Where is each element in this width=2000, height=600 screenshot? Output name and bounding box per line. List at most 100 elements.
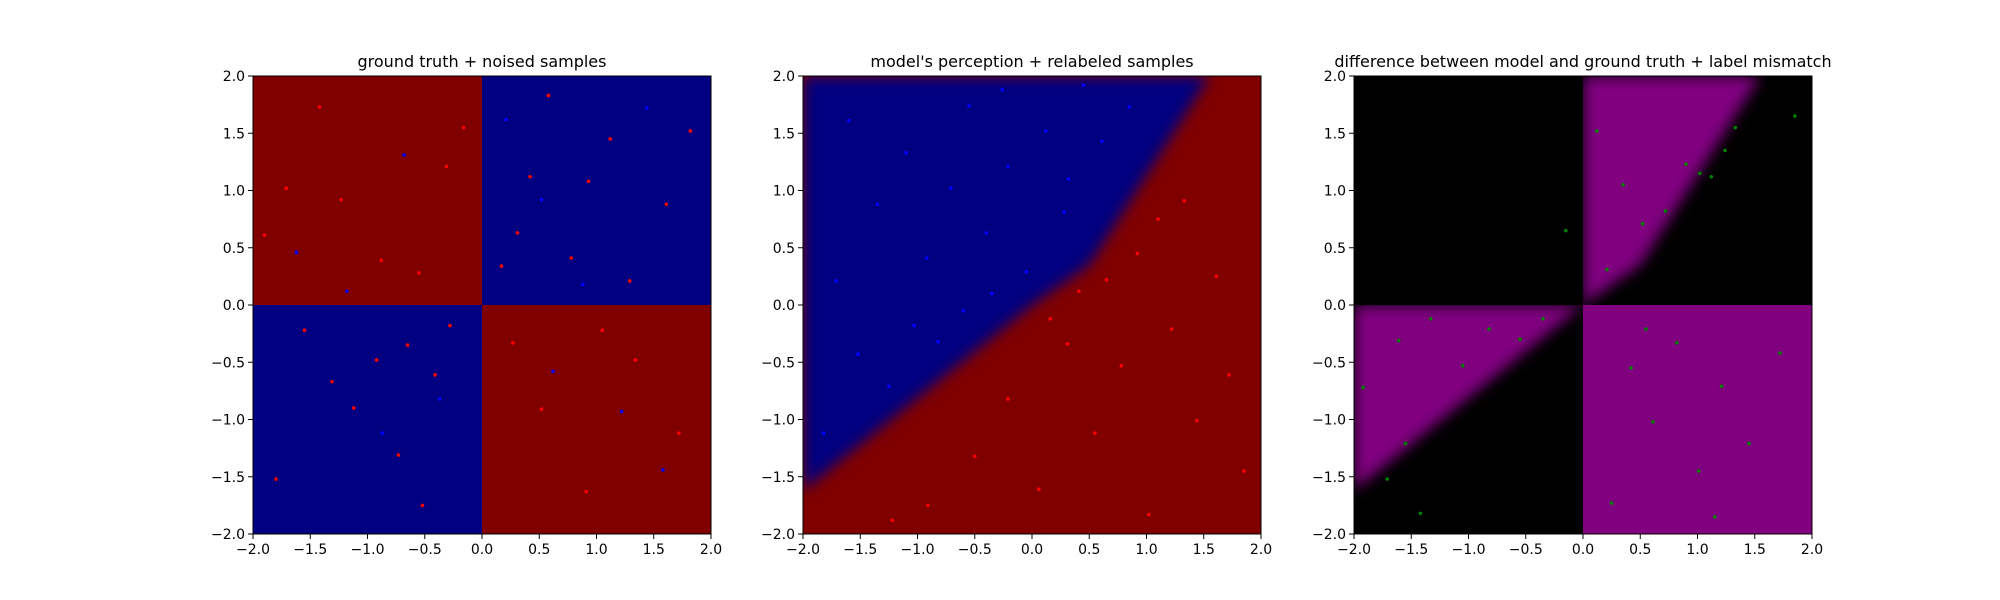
data-point [856, 352, 860, 357]
data-point [1719, 384, 1724, 389]
data-point [688, 129, 693, 133]
data-point [1077, 289, 1081, 294]
y-tick-label: 1.5 [1324, 126, 1346, 142]
data-point [645, 106, 649, 110]
data-point [402, 153, 406, 157]
data-point [539, 197, 544, 202]
subplot-1-title: ground truth + noised samples [358, 52, 607, 71]
x-tick-label: −1.0 [901, 542, 935, 558]
region-model-positive [803, 76, 1210, 491]
subplot-3-title: difference between model and ground trut… [1334, 52, 1831, 71]
data-point [1541, 316, 1545, 321]
x-tick-label: 1.0 [1686, 542, 1708, 558]
data-point [374, 358, 379, 362]
y-tick-label: 0.0 [1324, 298, 1346, 314]
data-point [461, 125, 466, 130]
data-point [551, 369, 555, 374]
data-point [1403, 441, 1408, 446]
x-tick-label: −0.5 [1509, 542, 1543, 558]
x-tick-label: 0.5 [528, 542, 550, 558]
data-point [984, 231, 988, 235]
data-point [677, 431, 681, 436]
data-point [569, 256, 574, 260]
data-point [1651, 419, 1655, 424]
y-tick-label: −1.5 [1312, 470, 1346, 486]
data-point [904, 150, 908, 155]
data-point [330, 379, 334, 384]
subplot-1-plot-area [253, 76, 711, 534]
x-tick-label: −2.0 [236, 542, 270, 558]
data-point [1100, 139, 1104, 144]
data-point [1104, 278, 1109, 282]
data-point [834, 279, 839, 283]
data-point [1195, 418, 1199, 423]
data-point [444, 164, 449, 169]
subplot-2-y-axis: −2.0 −1.5 −1.0 −0.5 0.0 0.5 1.0 1.5 2.0 [761, 69, 803, 543]
subplot-3-y-axis: −2.0 −1.5 −1.0 −0.5 0.0 0.5 1.0 1.5 2.0 [1312, 69, 1354, 543]
y-tick-label: −0.5 [761, 355, 795, 371]
y-tick-label: −2.0 [211, 527, 245, 543]
x-tick-label: −0.5 [958, 542, 992, 558]
data-point [1747, 441, 1751, 446]
data-point [420, 503, 425, 508]
data-point [580, 282, 585, 287]
y-tick-label: 0.0 [773, 298, 795, 314]
data-point [1065, 342, 1070, 346]
data-point [379, 258, 384, 263]
x-tick-label: 0.0 [471, 542, 493, 558]
subplot-2-points [821, 83, 1246, 523]
y-tick-label: 2.0 [1324, 69, 1346, 85]
data-point [284, 186, 289, 191]
data-point [1644, 327, 1648, 331]
data-point [1594, 129, 1599, 133]
data-point [890, 518, 895, 523]
data-point [887, 384, 891, 389]
data-point [1043, 129, 1048, 133]
data-point [539, 407, 544, 411]
data-point [339, 197, 343, 202]
data-point [912, 323, 916, 328]
y-tick-label: 0.5 [773, 241, 795, 257]
data-point [1006, 164, 1010, 169]
data-point [274, 477, 278, 481]
x-tick-label: 0.0 [1021, 542, 1043, 558]
x-tick-label: −1.5 [293, 542, 327, 558]
data-point [499, 264, 504, 268]
y-tick-label: −1.5 [211, 470, 245, 486]
y-tick-label: 1.0 [1324, 184, 1346, 200]
data-point [1135, 251, 1140, 256]
data-point [847, 118, 851, 123]
x-tick-label: 1.5 [1744, 542, 1766, 558]
data-point [821, 431, 826, 436]
data-point [608, 137, 613, 141]
data-point [433, 373, 437, 377]
data-point [515, 231, 520, 235]
data-point [936, 339, 940, 344]
data-point [1182, 199, 1187, 203]
data-point [1127, 105, 1132, 109]
x-tick-label: −1.5 [843, 542, 877, 558]
y-tick-label: 0.5 [223, 241, 245, 257]
data-point [1214, 274, 1219, 279]
data-point [1066, 177, 1071, 181]
data-point [1081, 83, 1086, 87]
data-point [664, 202, 669, 207]
data-point [627, 279, 632, 283]
region-bottom-right [482, 305, 711, 534]
data-point [584, 489, 588, 494]
data-point [317, 105, 322, 109]
region-match-top-left [1354, 76, 1583, 305]
data-point [448, 323, 452, 328]
x-tick-label: 2.0 [1801, 542, 1823, 558]
data-point [1518, 337, 1522, 342]
x-tick-label: 2.0 [1250, 542, 1272, 558]
data-point [1169, 327, 1174, 331]
data-point [1723, 148, 1727, 153]
region-mismatch-top-right [1583, 76, 1761, 305]
y-tick-label: −1.0 [761, 413, 795, 429]
data-point [1000, 87, 1005, 92]
subplot-3-plot-area [1354, 76, 1812, 534]
data-point [1048, 316, 1053, 321]
x-tick-label: −1.0 [1452, 542, 1486, 558]
region-mismatch-bottom-right [1583, 305, 1812, 534]
